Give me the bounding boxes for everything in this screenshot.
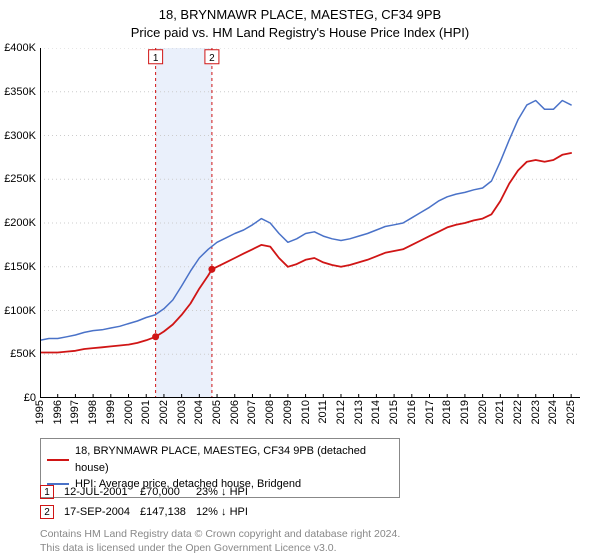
footnote-line: Contains HM Land Registry data © Crown c… <box>40 528 580 542</box>
x-tick-label: 2016 <box>406 400 418 424</box>
x-tick-label: 1995 <box>34 400 46 424</box>
x-tick-label: 2003 <box>176 400 188 424</box>
x-tick-label: 2008 <box>264 400 276 424</box>
legend-label: 18, BRYNMAWR PLACE, MAESTEG, CF34 9PB (d… <box>75 443 393 476</box>
x-tick-label: 2007 <box>246 400 258 424</box>
x-tick-label: 2024 <box>547 400 559 424</box>
footnotes: Contains HM Land Registry data © Crown c… <box>40 528 580 555</box>
x-axis-labels: 1995199619971998199920002001200220032004… <box>40 400 580 440</box>
title-line-1: 18, BRYNMAWR PLACE, MAESTEG, CF34 9PB <box>0 6 600 24</box>
x-tick-label: 2022 <box>512 400 524 424</box>
y-tick-label: £150K <box>4 261 36 273</box>
x-tick-label: 2006 <box>229 400 241 424</box>
x-tick-label: 2020 <box>477 400 489 424</box>
x-tick-label: 2010 <box>300 400 312 424</box>
x-tick-label: 2023 <box>530 400 542 424</box>
x-tick-label: 2019 <box>459 400 471 424</box>
chart-plot-area: 12 <box>40 48 580 398</box>
event-delta: 23% ↓ HPI <box>196 482 258 502</box>
event-price: £70,000 <box>140 482 196 502</box>
y-axis-labels: £0£50K£100K£150K£200K£250K£300K£350K£400… <box>0 48 38 398</box>
svg-text:1: 1 <box>153 53 159 64</box>
y-tick-label: £350K <box>4 86 36 98</box>
event-date: 12-JUL-2001 <box>64 482 140 502</box>
y-tick-label: £50K <box>10 348 36 360</box>
x-tick-label: 2014 <box>370 400 382 424</box>
x-tick-label: 2013 <box>353 400 365 424</box>
chart-title: 18, BRYNMAWR PLACE, MAESTEG, CF34 9PB Pr… <box>0 0 600 41</box>
y-tick-label: £100K <box>4 305 36 317</box>
event-row: 1 12-JUL-2001£70,00023% ↓ HPI <box>40 482 258 502</box>
x-tick-label: 2000 <box>123 400 135 424</box>
y-tick-label: £400K <box>4 42 36 54</box>
y-tick-label: £300K <box>4 130 36 142</box>
x-tick-label: 2002 <box>158 400 170 424</box>
event-row: 2 17-SEP-2004£147,13812% ↓ HPI <box>40 502 258 522</box>
x-tick-label: 1996 <box>52 400 64 424</box>
x-tick-label: 2018 <box>441 400 453 424</box>
footnote-line: This data is licensed under the Open Gov… <box>40 542 580 556</box>
x-tick-label: 2021 <box>494 400 506 424</box>
x-tick-label: 2004 <box>193 400 205 424</box>
x-tick-label: 1998 <box>87 400 99 424</box>
x-tick-label: 2005 <box>211 400 223 424</box>
x-tick-label: 2017 <box>424 400 436 424</box>
x-tick-label: 2001 <box>140 400 152 424</box>
x-tick-label: 2015 <box>388 400 400 424</box>
event-price: £147,138 <box>140 502 196 522</box>
legend-swatch <box>47 459 69 461</box>
x-tick-label: 1999 <box>105 400 117 424</box>
chart-svg: 12 <box>40 48 580 398</box>
event-date: 17-SEP-2004 <box>64 502 140 522</box>
x-tick-label: 2011 <box>317 400 329 424</box>
x-tick-label: 2025 <box>565 400 577 424</box>
svg-text:2: 2 <box>209 53 215 64</box>
events-table: 1 12-JUL-2001£70,00023% ↓ HPI 2 17-SEP-2004… <box>40 482 580 522</box>
x-tick-label: 1997 <box>69 400 81 424</box>
event-delta: 12% ↓ HPI <box>196 502 258 522</box>
y-tick-label: £250K <box>4 173 36 185</box>
y-tick-label: £200K <box>4 217 36 229</box>
x-tick-label: 2012 <box>335 400 347 424</box>
event-marker-icon: 1 <box>40 485 54 499</box>
x-tick-label: 2009 <box>282 400 294 424</box>
event-marker-icon: 2 <box>40 505 54 519</box>
legend-item: 18, BRYNMAWR PLACE, MAESTEG, CF34 9PB (d… <box>47 443 393 476</box>
title-line-2: Price paid vs. HM Land Registry's House … <box>0 24 600 42</box>
